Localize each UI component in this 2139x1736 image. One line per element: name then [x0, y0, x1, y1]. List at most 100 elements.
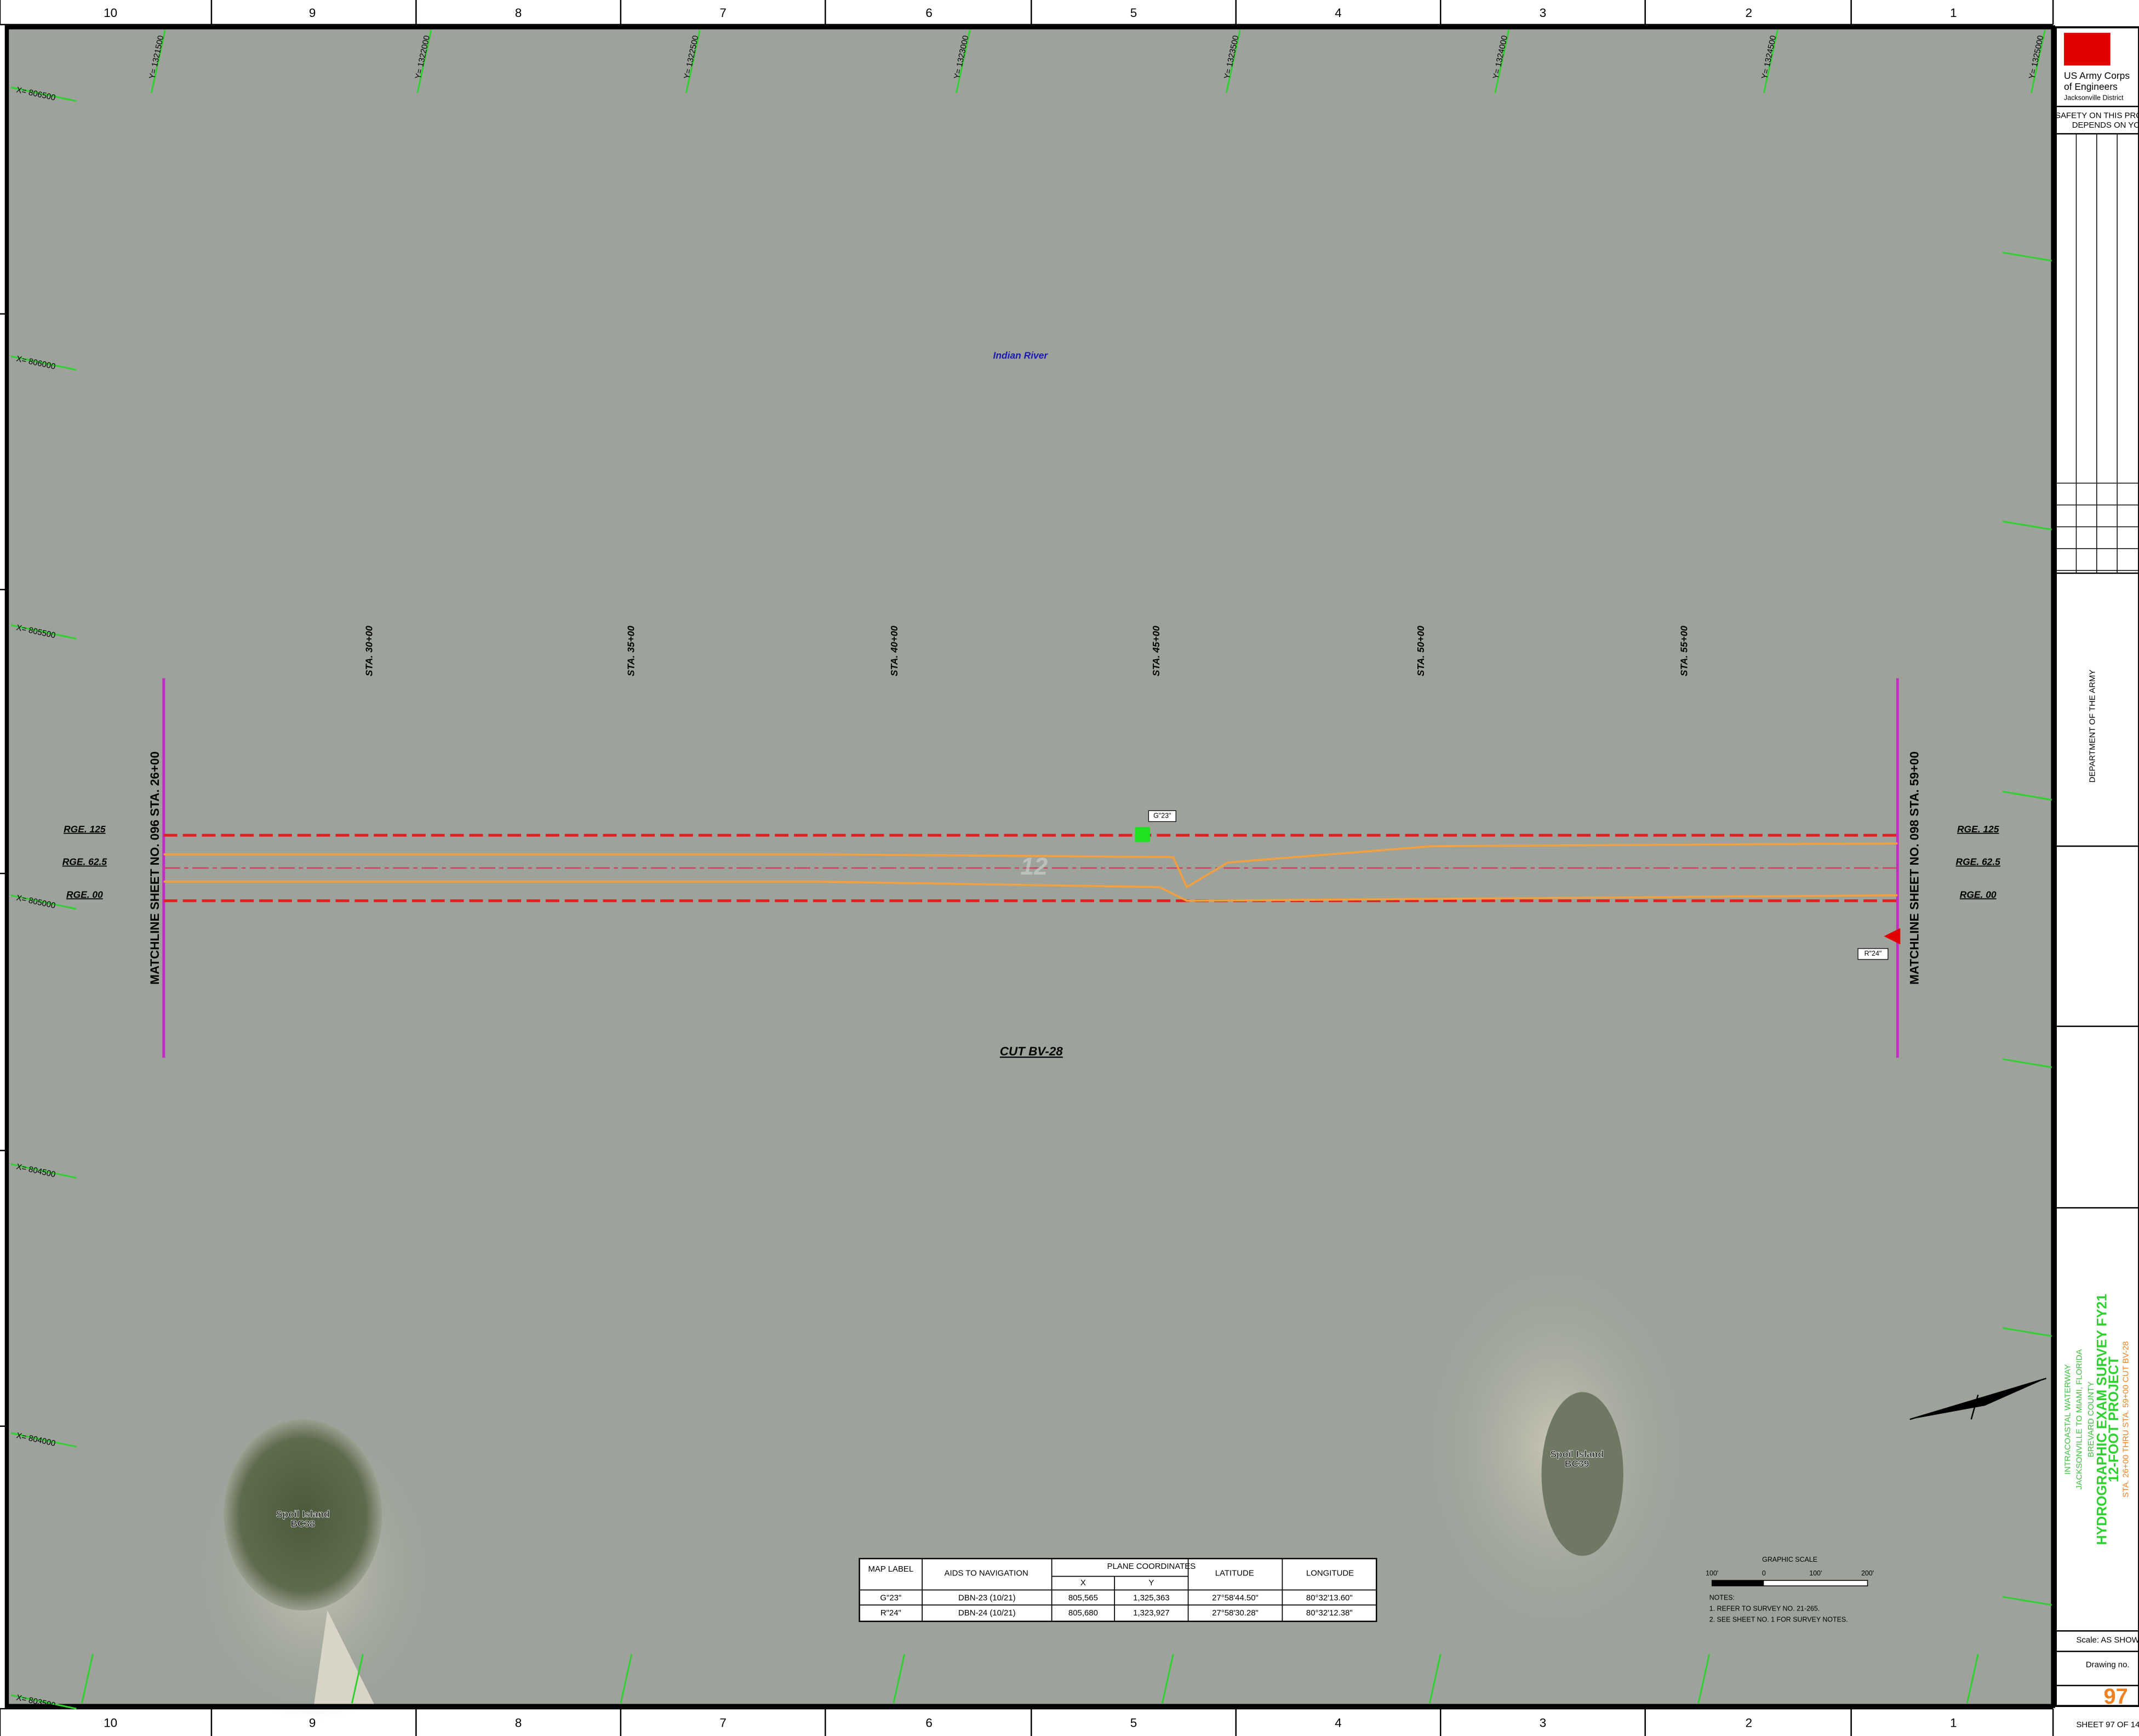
grid-tick — [10, 1432, 77, 1448]
table-cell: 80°32'13.60" — [1306, 1593, 1353, 1602]
column-label: 3 — [1540, 1716, 1546, 1730]
column-label: 8 — [515, 6, 522, 20]
grid-tick — [2002, 1596, 2052, 1606]
table-cell: 805,565 — [1068, 1593, 1098, 1602]
grid-tick — [10, 86, 77, 102]
agency: US Army Corps — [2064, 70, 2130, 81]
table-header: PLANE COORDINATES — [1107, 1562, 1196, 1571]
table-cell: 805,680 — [1068, 1608, 1098, 1618]
range-label: RGE. 00 — [1960, 889, 1997, 900]
scale-tick: 200' — [1861, 1569, 1874, 1577]
table-cell: 27°58'30.28" — [1212, 1608, 1259, 1618]
project-title: HYDROGRAPHIC EXAM SURVEY FY21 — [2095, 1294, 2110, 1545]
grid-tick — [1966, 1654, 1979, 1704]
note: 1. REFER TO SURVEY NO. 21-265. — [1709, 1605, 1820, 1613]
grid-tick — [10, 894, 77, 910]
grid-tick — [10, 1694, 77, 1710]
grid-tick — [1428, 1654, 1442, 1704]
project-title: JACKSONVILLE TO MIAMI, FLORIDA — [2075, 1349, 2084, 1489]
drawing-number: 97 — [2104, 1684, 2128, 1709]
grid-tick — [2002, 791, 2052, 801]
grid-tick — [10, 624, 77, 640]
table-header: AIDS TO NAVIGATION — [944, 1569, 1028, 1578]
grid-tick — [685, 30, 701, 93]
aid-label: R"24" — [1865, 950, 1882, 957]
grid-tick — [81, 1654, 94, 1704]
matchline-label: MATCHLINE SHEET NO. 098 STA. 59+00 — [1908, 751, 1921, 985]
table-cell: R"24" — [880, 1608, 901, 1618]
contour — [163, 881, 1898, 902]
scale-tick: 0 — [1762, 1569, 1766, 1577]
table-header: X — [1080, 1578, 1086, 1587]
grid-tick — [1697, 1654, 1711, 1704]
column-label: 7 — [719, 6, 726, 20]
grid-tick — [620, 1654, 633, 1704]
scale-tick: 100' — [1706, 1569, 1718, 1577]
column-label: 10 — [104, 6, 117, 20]
island-label: BC38 — [290, 1518, 315, 1529]
beach — [313, 1610, 375, 1706]
column-label: 4 — [1335, 1716, 1341, 1730]
station-label: STA. 40+00 — [889, 626, 900, 676]
aid-marker — [1135, 827, 1150, 842]
grid-tick — [2002, 252, 2052, 262]
table-header: LONGITUDE — [1306, 1569, 1354, 1578]
column-label: 9 — [309, 6, 316, 20]
title-block — [2055, 26, 2139, 1708]
north-arrow — [1970, 1395, 1979, 1420]
agency: of Engineers — [2064, 81, 2118, 92]
agency: Jacksonville District — [2064, 94, 2124, 102]
grid-tick — [2030, 30, 2046, 93]
grid-tick — [351, 1654, 364, 1704]
project-title: STA. 26+00 THRU STA. 59+00 CUT BV-28 — [2121, 1341, 2130, 1497]
project-title: 12-FOOT PROJECT — [2106, 1356, 2121, 1482]
grid-tick — [150, 30, 166, 93]
grid-tick — [2002, 1058, 2052, 1069]
frame — [4, 25, 2055, 1708]
aid-marker — [1884, 928, 1901, 945]
table-header: MAP LABEL — [868, 1564, 913, 1574]
column-label: 4 — [1335, 6, 1341, 20]
safety: SAFETY ON THIS PROJECT — [2055, 111, 2139, 121]
grid-tick — [1225, 30, 1241, 93]
sheet-number: SHEET 97 OF 141 — [2076, 1720, 2139, 1729]
grid-tick — [10, 1163, 77, 1179]
aid-callout — [1148, 810, 1176, 822]
contour — [163, 842, 1898, 889]
river-label: Indian River — [993, 350, 1049, 361]
scale-title: GRAPHIC SCALE — [1762, 1556, 1817, 1563]
column-label: 6 — [925, 1716, 932, 1730]
north-arrow — [1909, 1378, 2047, 1420]
column-label: 1 — [1950, 1716, 1957, 1730]
range-label: RGE. 00 — [66, 889, 103, 900]
matchline-label: MATCHLINE SHEET NO. 096 STA. 26+00 — [148, 751, 162, 985]
table-cell: 1,325,363 — [1133, 1593, 1169, 1602]
column-label: 2 — [1746, 6, 1752, 20]
scale-bar — [1712, 1580, 1764, 1586]
column-label: 9 — [309, 1716, 316, 1730]
range-label: RGE. 125 — [1957, 824, 1999, 835]
station-label: STA. 30+00 — [363, 626, 374, 676]
grid-tick — [10, 355, 77, 371]
project-title: INTRACOASTAL WATERWAY — [2063, 1364, 2072, 1474]
station-label: STA. 55+00 — [1679, 626, 1690, 676]
island — [1541, 1392, 1623, 1556]
column-label: 8 — [515, 1716, 522, 1730]
range-label: RGE. 62.5 — [1956, 856, 2001, 867]
table-cell: 27°58'44.50" — [1212, 1593, 1259, 1602]
table-cell: 1,323,927 — [1133, 1608, 1169, 1618]
drawing-label: Drawing no. — [2086, 1660, 2130, 1669]
depth-label: 12 — [1020, 853, 1048, 880]
table-header: LATITUDE — [1215, 1569, 1254, 1578]
aid-callout — [1857, 948, 1889, 960]
table-cell: G"23" — [880, 1593, 901, 1602]
grid-tick — [2002, 520, 2052, 530]
island-label: Spoil Island — [276, 1509, 330, 1520]
column-label: 7 — [719, 1716, 726, 1730]
column-label: 10 — [104, 1716, 117, 1730]
grid-tick — [1161, 1654, 1174, 1704]
grid-tick — [1494, 30, 1510, 93]
island-label: Spoil Island — [1550, 1449, 1604, 1460]
